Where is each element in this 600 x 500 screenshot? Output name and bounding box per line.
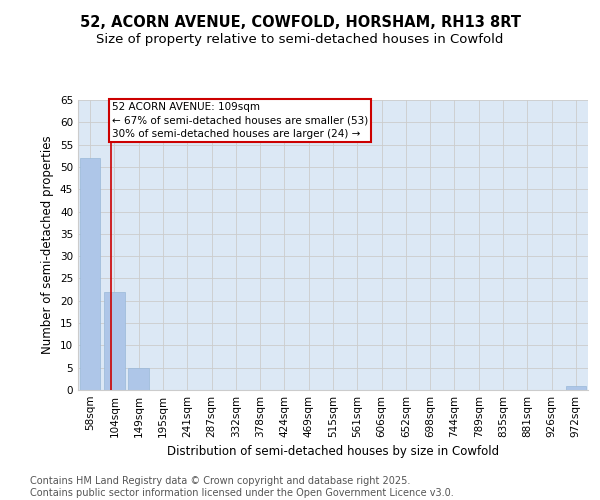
Text: Contains HM Land Registry data © Crown copyright and database right 2025.
Contai: Contains HM Land Registry data © Crown c… bbox=[30, 476, 454, 498]
Bar bbox=[128, 368, 149, 390]
X-axis label: Distribution of semi-detached houses by size in Cowfold: Distribution of semi-detached houses by … bbox=[167, 446, 499, 458]
Y-axis label: Number of semi-detached properties: Number of semi-detached properties bbox=[41, 136, 55, 354]
Text: 52, ACORN AVENUE, COWFOLD, HORSHAM, RH13 8RT: 52, ACORN AVENUE, COWFOLD, HORSHAM, RH13… bbox=[79, 15, 521, 30]
Bar bbox=[80, 158, 100, 390]
Bar bbox=[566, 386, 586, 390]
Text: 52 ACORN AVENUE: 109sqm
← 67% of semi-detached houses are smaller (53)
30% of se: 52 ACORN AVENUE: 109sqm ← 67% of semi-de… bbox=[112, 102, 368, 139]
Bar bbox=[104, 292, 125, 390]
Text: Size of property relative to semi-detached houses in Cowfold: Size of property relative to semi-detach… bbox=[97, 32, 503, 46]
